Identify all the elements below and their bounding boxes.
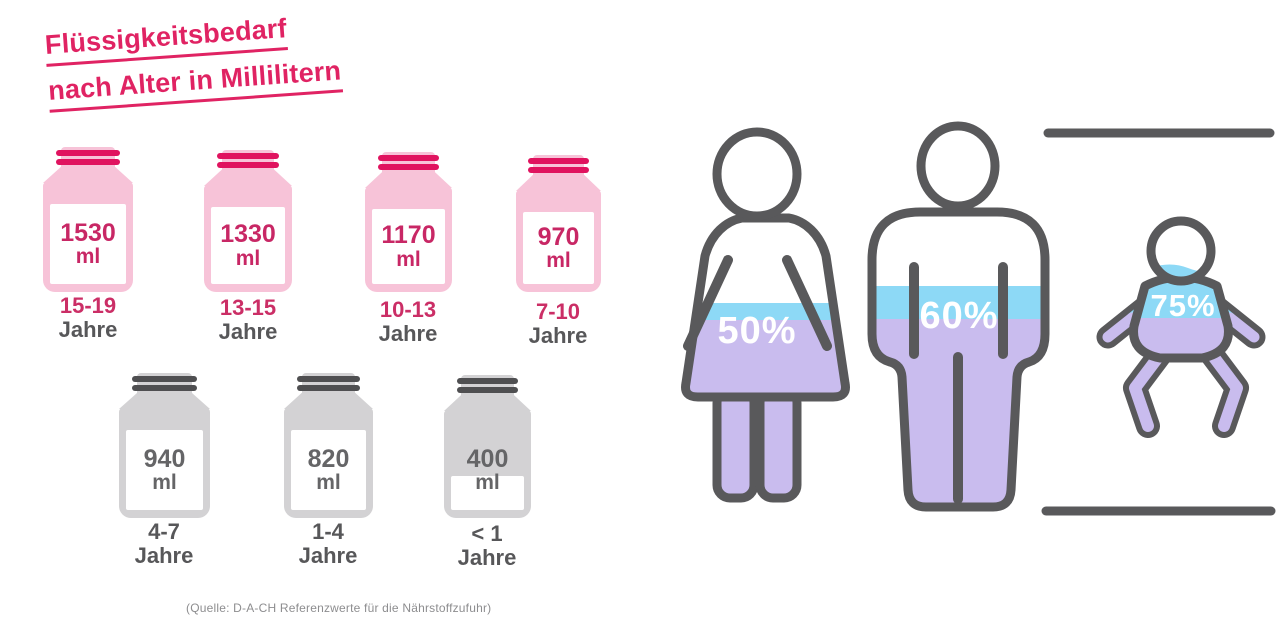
man-percent-label: 60% bbox=[919, 295, 998, 337]
bottle-body: 1330 ml bbox=[204, 185, 292, 292]
man-figure-icon: 60% bbox=[867, 121, 1050, 512]
bottle-7-10-jahre: 970 ml bbox=[516, 155, 601, 292]
man-head bbox=[916, 121, 1000, 211]
bottle-label: 820 ml bbox=[291, 430, 366, 510]
bottle-label: 1530 ml bbox=[50, 204, 126, 284]
bottle-body: 820 ml bbox=[284, 408, 373, 518]
title-line-1: Flüssigkeitsbedarf bbox=[44, 13, 289, 67]
bottle-body: 1530 ml bbox=[43, 182, 133, 292]
bottle-neck bbox=[216, 150, 280, 170]
bottle-neck bbox=[528, 155, 589, 175]
age-label-10-13: 10-13 Jahre bbox=[378, 297, 438, 346]
baby-percent-label: 75% bbox=[1150, 288, 1215, 323]
bottle-ring-icon bbox=[456, 378, 519, 384]
woman-right-leg bbox=[755, 385, 802, 503]
volume-value: 1330 bbox=[220, 220, 276, 249]
bottle-ring-icon bbox=[216, 162, 280, 168]
man-body-outline bbox=[867, 207, 1050, 512]
age-label-4-7: 4-7 Jahre bbox=[134, 519, 194, 568]
volume-unit: ml bbox=[396, 247, 421, 271]
woman-left-leg bbox=[712, 385, 759, 503]
volume-value: 1170 bbox=[381, 221, 436, 250]
volume-unit: ml bbox=[475, 471, 500, 495]
age-label-unter-1: < 1 Jahre bbox=[457, 521, 517, 570]
bottle-body: 1170 ml bbox=[365, 187, 452, 292]
bottle-ring-icon bbox=[528, 167, 589, 173]
woman-percent-label: 50% bbox=[717, 310, 796, 352]
bottle-ring-icon bbox=[56, 150, 120, 156]
bottle-4-7-jahre: 940 ml bbox=[119, 373, 210, 518]
volume-unit: ml bbox=[235, 246, 261, 270]
bottle-label: 970 ml bbox=[522, 212, 595, 284]
bottle-neck bbox=[456, 375, 519, 395]
title-line-2: nach Alter in Millilitern bbox=[47, 55, 343, 113]
bottle-shoulder bbox=[204, 169, 292, 186]
volume-unit: ml bbox=[546, 249, 571, 273]
body-water-pictograms: 50% 60% 75% bbox=[681, 121, 1276, 516]
age-label-15-19: 15-19 Jahre bbox=[58, 293, 118, 342]
woman-figure-icon: 50% bbox=[681, 127, 850, 503]
bottle-10-13-jahre: 1170 ml bbox=[365, 152, 452, 292]
baby-figure-icon: 75% bbox=[1096, 216, 1266, 438]
bottle-15-19-jahre: 1530 ml bbox=[43, 147, 133, 292]
bottle-ring-icon bbox=[216, 153, 280, 159]
bottle-label: 1170 ml bbox=[371, 209, 446, 284]
bottle-shoulder bbox=[444, 394, 531, 411]
bottle-ring-icon bbox=[377, 164, 440, 170]
bottle-body: 940 ml bbox=[119, 408, 210, 518]
bottle-label: 940 ml bbox=[126, 430, 203, 510]
bottle-label bbox=[450, 476, 525, 510]
bottle-ring-icon bbox=[56, 159, 120, 165]
woman-left-arm bbox=[683, 255, 733, 351]
volume-unit: ml bbox=[316, 471, 341, 495]
age-label-7-10: 7-10 Jahre bbox=[528, 299, 588, 348]
bottle-body: 970 ml bbox=[516, 190, 601, 292]
woman-dress-outline bbox=[681, 213, 850, 402]
bottle-ring-icon bbox=[377, 155, 440, 161]
volume-unit: ml bbox=[152, 471, 177, 495]
bottle-label: 1330 ml bbox=[211, 207, 285, 284]
bottle-neck bbox=[132, 373, 197, 393]
bottle-shoulder bbox=[119, 392, 210, 409]
bottle-ring-icon bbox=[132, 376, 197, 382]
bottle-ring-icon bbox=[297, 376, 360, 382]
bottle-ring-icon bbox=[456, 387, 519, 393]
bottle-shoulder bbox=[365, 171, 452, 188]
bottle-neck bbox=[297, 373, 360, 393]
volume-value: 970 bbox=[537, 222, 580, 251]
volume-value: 820 bbox=[307, 444, 350, 473]
bottle-1-4-jahre: 820 ml bbox=[284, 373, 373, 518]
volume-value: 400 bbox=[466, 445, 509, 473]
age-label-13-15: 13-15 Jahre bbox=[218, 295, 278, 344]
volume-value: 1530 bbox=[60, 218, 116, 247]
bottle-neck bbox=[56, 147, 120, 167]
bottle-volume-overlay: 400 ml bbox=[444, 446, 531, 494]
bottle-ring-icon bbox=[528, 158, 589, 164]
volume-value: 940 bbox=[143, 444, 186, 473]
woman-right-arm bbox=[782, 255, 832, 351]
woman-head bbox=[712, 127, 802, 221]
bottle-shoulder bbox=[284, 392, 373, 409]
bottle-body: 400 ml bbox=[444, 410, 531, 518]
bottle-shoulder bbox=[516, 174, 601, 191]
bottle-shoulder bbox=[43, 166, 133, 183]
volume-unit: ml bbox=[75, 245, 101, 269]
bottle-unter-1-jahr: 400 ml bbox=[444, 375, 531, 518]
bottle-ring-icon bbox=[132, 385, 197, 391]
bottle-ring-icon bbox=[297, 385, 360, 391]
bottle-13-15-jahre: 1330 ml bbox=[204, 150, 292, 292]
infographic-title: Flüssigkeitsbedarf nach Alter in Millili… bbox=[44, 10, 343, 122]
age-label-1-4: 1-4 Jahre bbox=[298, 519, 358, 568]
source-note: (Quelle: D-A-CH Referenzwerte für die Nä… bbox=[186, 601, 492, 615]
bottle-neck bbox=[377, 152, 440, 172]
